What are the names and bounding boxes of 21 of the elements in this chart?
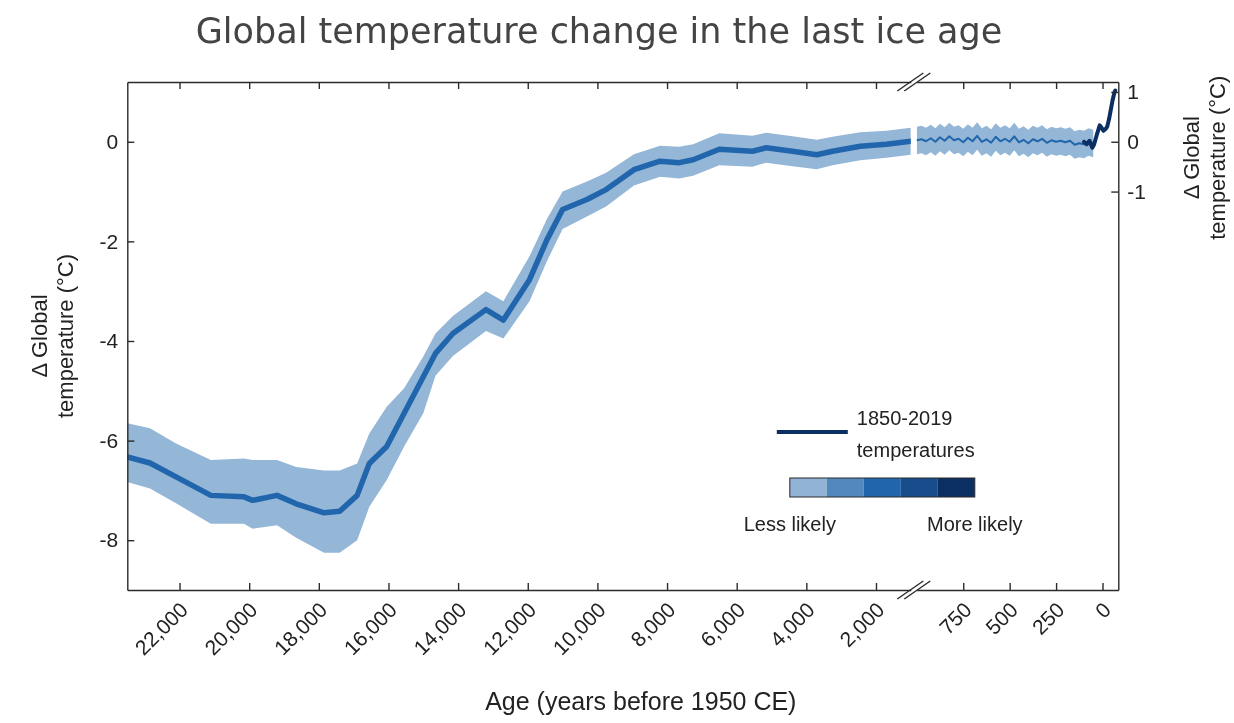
y-tick-label: -2 — [99, 229, 119, 253]
y-tick-label: -8 — [99, 528, 119, 552]
line-series — [916, 134, 1095, 146]
x-axis-title: Age (years before 1950 CE) — [485, 687, 797, 715]
y-tick-label: 1 — [1127, 80, 1139, 104]
y-axis-title: Δ Global temperature (°C) — [1179, 75, 1230, 240]
x-tick-label: 0 — [1090, 597, 1116, 623]
annotation: More likely — [927, 513, 1023, 535]
x-tick-label: 250 — [1027, 597, 1069, 639]
annotation: Less likely — [743, 513, 836, 535]
legend-label: 1850-2019 temperatures — [856, 407, 975, 461]
y-tick-label: -4 — [99, 329, 119, 353]
y-tick-label: 0 — [1127, 129, 1139, 153]
y-tick-label: -1 — [1127, 179, 1146, 203]
chart-title: Global temperature change in the last ice age — [195, 11, 1003, 51]
line-series — [1081, 88, 1118, 150]
y-axis-title: Δ Global temperature (°C) — [27, 253, 78, 419]
y-tick-label: -6 — [99, 428, 119, 452]
y-tick-label: 0 — [106, 129, 119, 153]
x-tick-label: 750 — [934, 597, 976, 639]
x-tick-label: 500 — [981, 597, 1023, 639]
